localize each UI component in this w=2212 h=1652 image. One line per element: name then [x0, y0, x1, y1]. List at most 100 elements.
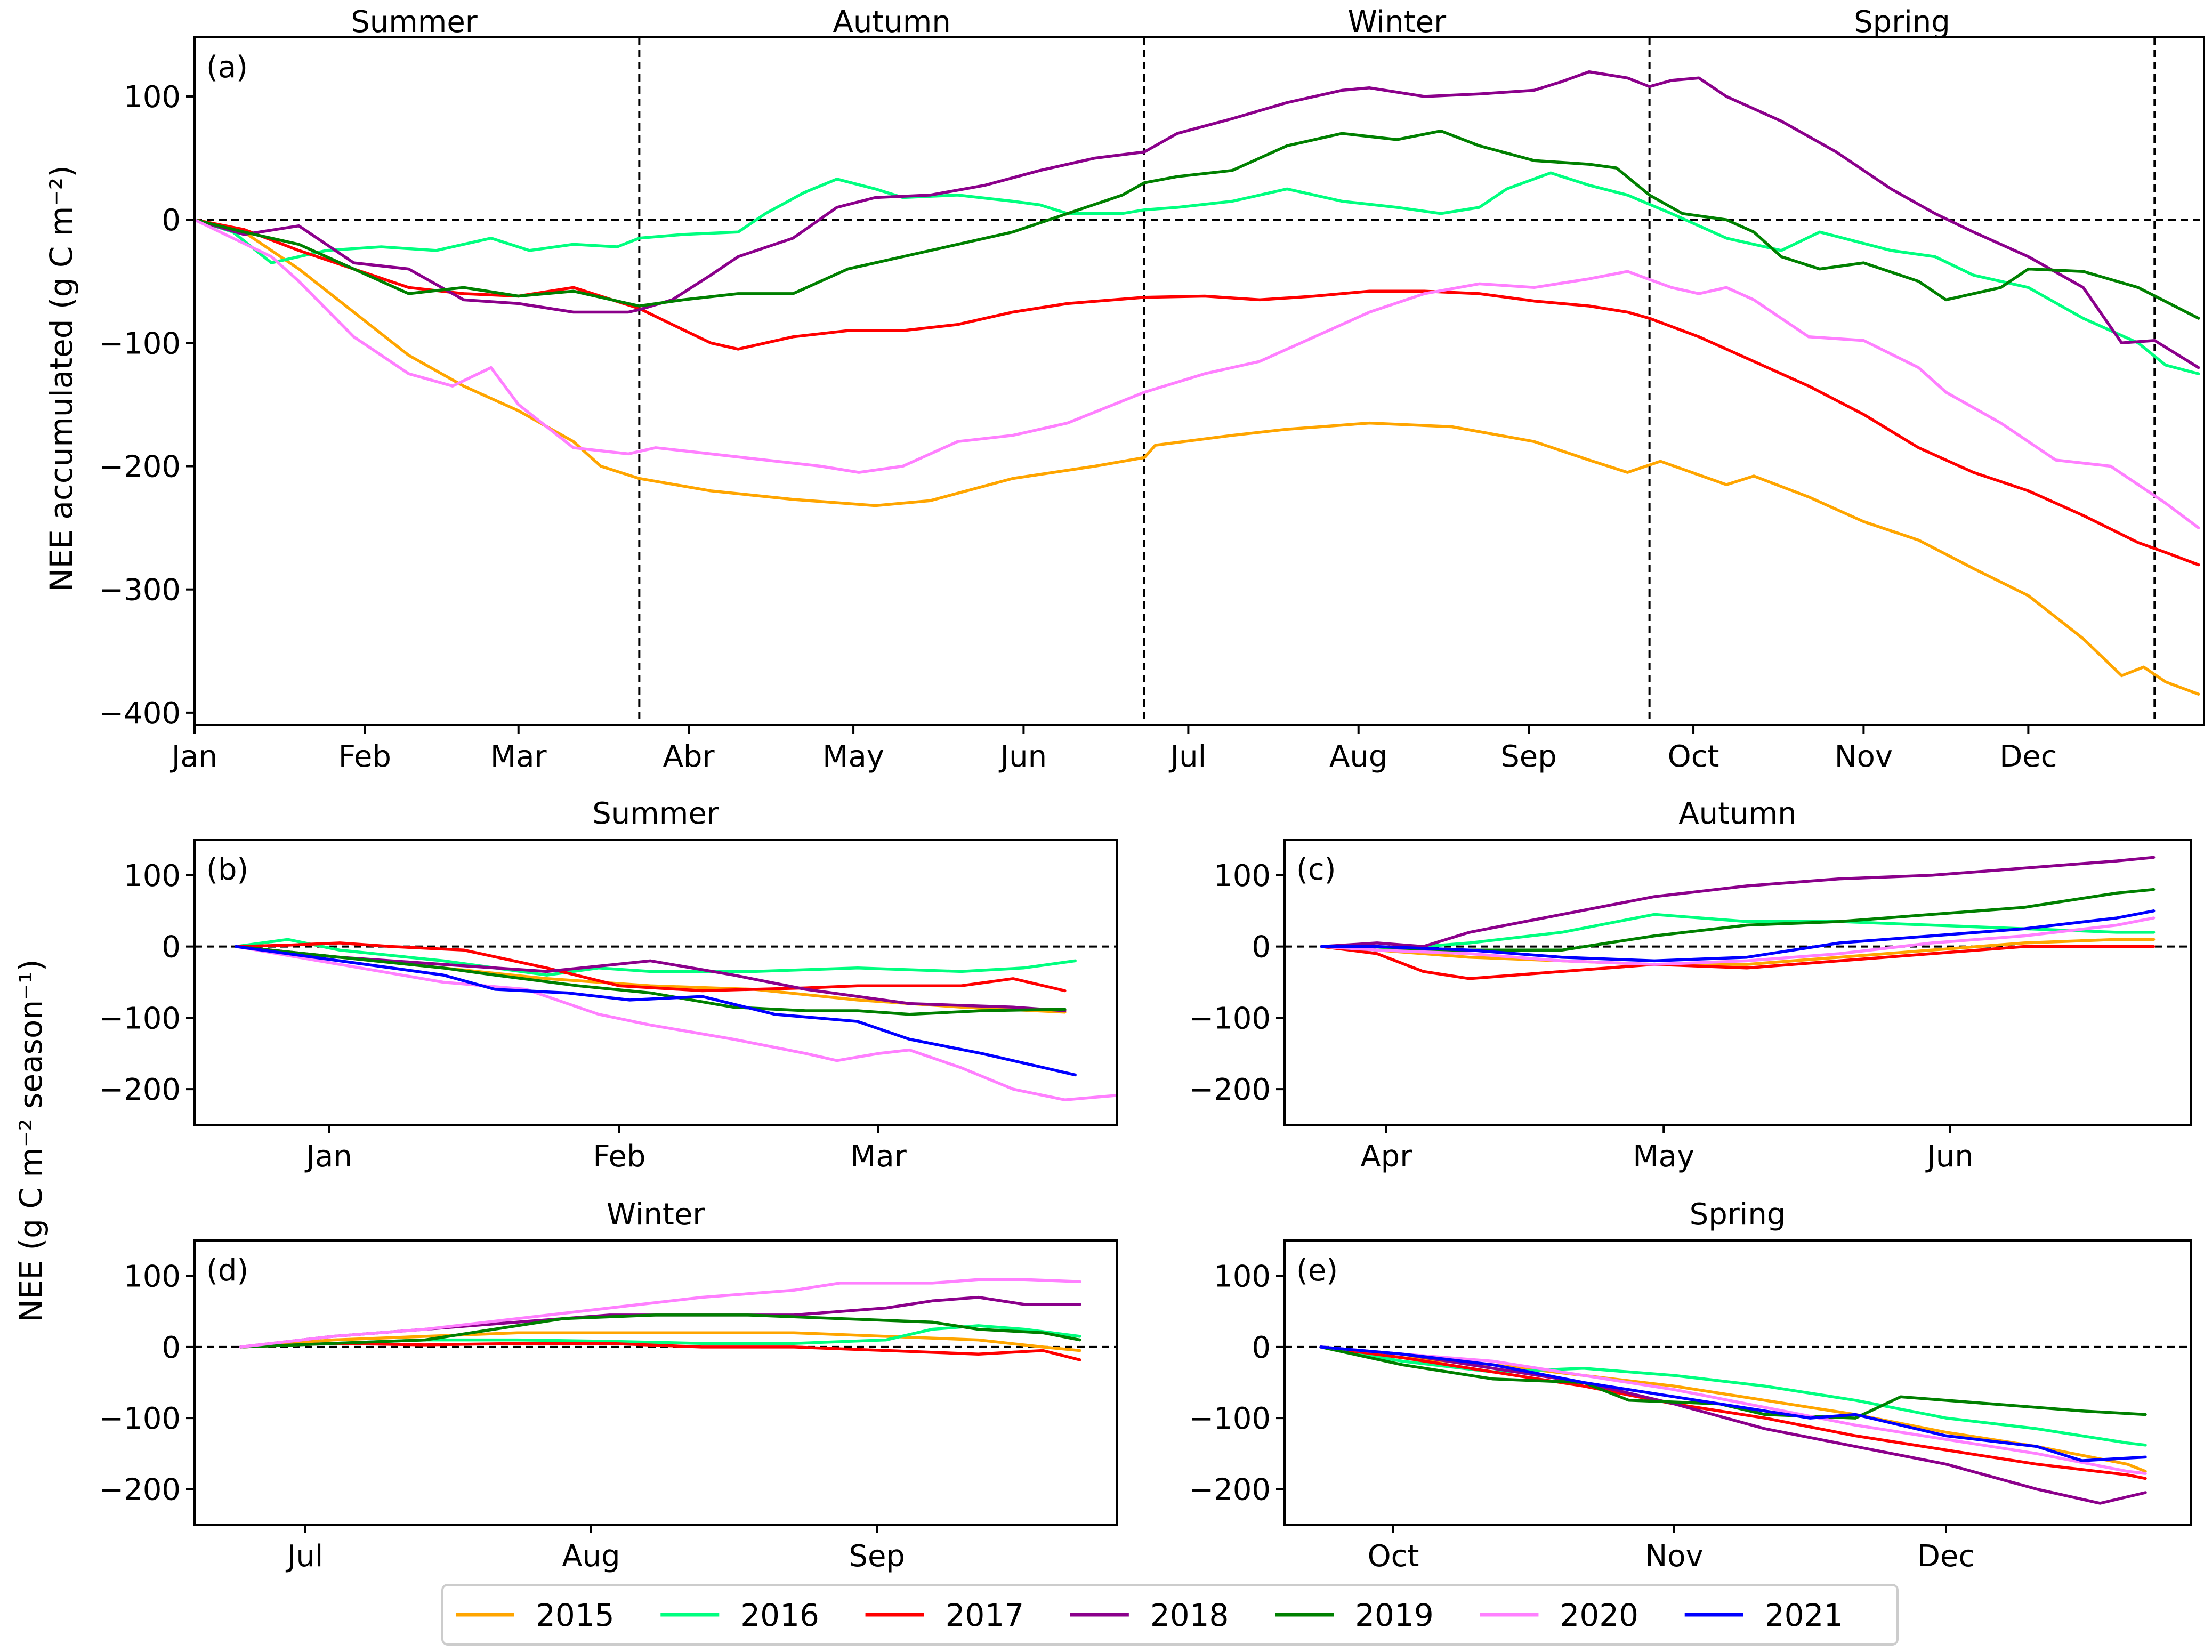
panel-letter-a: (a): [206, 50, 248, 85]
ytick-label: −100: [99, 326, 181, 361]
panel-a: 100 0 −100 −200 −300 −400 Jan Feb Mar Abr May Jun Ju…: [99, 5, 2205, 774]
axes-frame-a: [193, 36, 2205, 726]
series-line-2016: [1320, 913, 2156, 952]
ytick-label: 100: [1214, 1260, 1271, 1294]
axes-frame-c: [1283, 839, 2192, 1126]
series-line-2021: [235, 945, 1077, 1077]
xtick-label: May: [822, 739, 884, 774]
series-line-2017: [235, 941, 1067, 993]
chart-panels: 100 0 −100 −200 −300 −400 Jan Feb Mar Abr May Jun Ju…: [99, 5, 2205, 1574]
series-line-2020: [195, 218, 2200, 529]
series-line-2018: [235, 945, 1067, 1012]
ytick-label: 0: [1252, 1331, 1271, 1365]
season-label: Winter: [1348, 5, 1447, 39]
panel-letter-c: (c): [1296, 852, 1336, 887]
legend-label-2015: 2015: [536, 1597, 615, 1633]
series-line-2020: [1319, 1345, 2147, 1475]
xtick-label: Apr: [1360, 1139, 1412, 1174]
panel-title-d: Winter: [607, 1197, 706, 1232]
xtick-label: Dec: [1999, 739, 2057, 774]
xtick-label: May: [1633, 1139, 1694, 1174]
series-line-2017: [1319, 1345, 2147, 1480]
xtick-label: Aug: [1329, 739, 1387, 774]
series-line-2020: [1320, 916, 2156, 966]
xtick-label: Jun: [1925, 1139, 1974, 1174]
panel-letter-b: (b): [206, 852, 248, 887]
series-group-c: [1320, 856, 2156, 980]
season-label: Autumn: [833, 5, 951, 39]
series-line-2018: [1319, 1345, 2147, 1505]
series-line-2019: [1319, 1345, 2147, 1420]
xtick-label: Oct: [1668, 739, 1719, 774]
main-ylabel: NEE accumulated (g C m⁻²): [43, 165, 79, 592]
panel-title-b: Summer: [592, 796, 720, 831]
xtick-label: Nov: [1835, 739, 1893, 774]
xtick-label: Mar: [490, 739, 547, 774]
series-line-2018: [1320, 856, 2156, 948]
series-group-d: [239, 1278, 1081, 1361]
ytick-label: 0: [162, 203, 181, 238]
series-line-2021: [1320, 909, 2156, 963]
axes-frame-e: [1283, 1239, 2192, 1526]
xtick-label: Abr: [663, 739, 715, 774]
xtick-label: Mar: [850, 1139, 907, 1174]
ytick-label: −200: [99, 1472, 181, 1507]
legend-label-2017: 2017: [946, 1597, 1024, 1633]
series-group-e: [1319, 1345, 2147, 1505]
series-line-2015: [239, 1331, 1081, 1352]
series-group-b: [235, 938, 1117, 1101]
panel-letter-d: (d): [206, 1253, 248, 1288]
ytick-label: −200: [99, 450, 181, 485]
series-group-a: [195, 70, 2200, 696]
xtick-label: Sep: [849, 1539, 905, 1574]
legend-label-2019: 2019: [1355, 1597, 1434, 1633]
season-label: Summer: [351, 5, 478, 39]
panel-c: 100 0 −100 −200 Apr May Jun (c) Autumn: [1189, 796, 2192, 1174]
ytick-label: −100: [1189, 1001, 1271, 1036]
sub-ylabel: NEE (g C m⁻² season⁻¹): [13, 959, 49, 1322]
ytick-label: −400: [99, 696, 181, 731]
ytick-label: 0: [162, 1331, 181, 1365]
axes-frame-d: [193, 1239, 1118, 1526]
legend-box: [441, 1584, 1899, 1646]
panel-letter-e: (e): [1296, 1253, 1338, 1288]
xtick-label: Dec: [1917, 1539, 1975, 1574]
xtick-label: Feb: [593, 1139, 645, 1174]
series-line-2017: [239, 1342, 1081, 1361]
xtick-label: Aug: [562, 1539, 620, 1574]
xtick-label: Jul: [1169, 739, 1207, 774]
xtick-label: Oct: [1368, 1539, 1419, 1574]
legend: 2015 2016 2017 2018 2019 2020 2021: [441, 1584, 1899, 1646]
series-line-2018: [195, 70, 2200, 369]
legend-label-2018: 2018: [1150, 1597, 1229, 1633]
series-line-2019: [195, 129, 2200, 320]
panel-d: 100 0 −100 −200 Jul Aug Sep (d) Winter: [99, 1197, 1118, 1574]
ytick-label: −100: [99, 1401, 181, 1436]
ytick-label: 100: [124, 80, 181, 115]
legend-label-2016: 2016: [740, 1597, 819, 1633]
axes-frame-b: [193, 839, 1118, 1126]
ytick-label: −200: [1189, 1472, 1271, 1507]
ytick-label: 100: [124, 1260, 181, 1294]
ytick-label: 100: [1214, 859, 1271, 893]
ytick-label: −200: [99, 1073, 181, 1107]
series-line-2016: [195, 171, 2200, 375]
legend-label-2021: 2021: [1765, 1597, 1844, 1633]
panel-b: 100 0 −100 −200 Jan Feb Mar (b) Summer: [99, 796, 1118, 1174]
ytick-label: −300: [99, 573, 181, 608]
xtick-label: Nov: [1645, 1539, 1703, 1574]
panel-e: 100 0 −100 −200 Oct Nov Dec (e) Spring: [1189, 1197, 2192, 1574]
ytick-label: 100: [124, 859, 181, 893]
series-line-2015: [195, 218, 2200, 696]
series-line-2017: [195, 218, 2200, 567]
xtick-label: Jul: [286, 1539, 324, 1574]
xtick-label: Jan: [170, 739, 217, 774]
series-line-2015: [1320, 938, 2156, 966]
panel-title-e: Spring: [1690, 1197, 1786, 1232]
xtick-label: Sep: [1500, 739, 1557, 774]
series-line-2015: [235, 945, 1067, 1014]
panel-title-c: Autumn: [1678, 796, 1796, 831]
xtick-label: Feb: [338, 739, 391, 774]
season-label: Spring: [1854, 5, 1950, 39]
